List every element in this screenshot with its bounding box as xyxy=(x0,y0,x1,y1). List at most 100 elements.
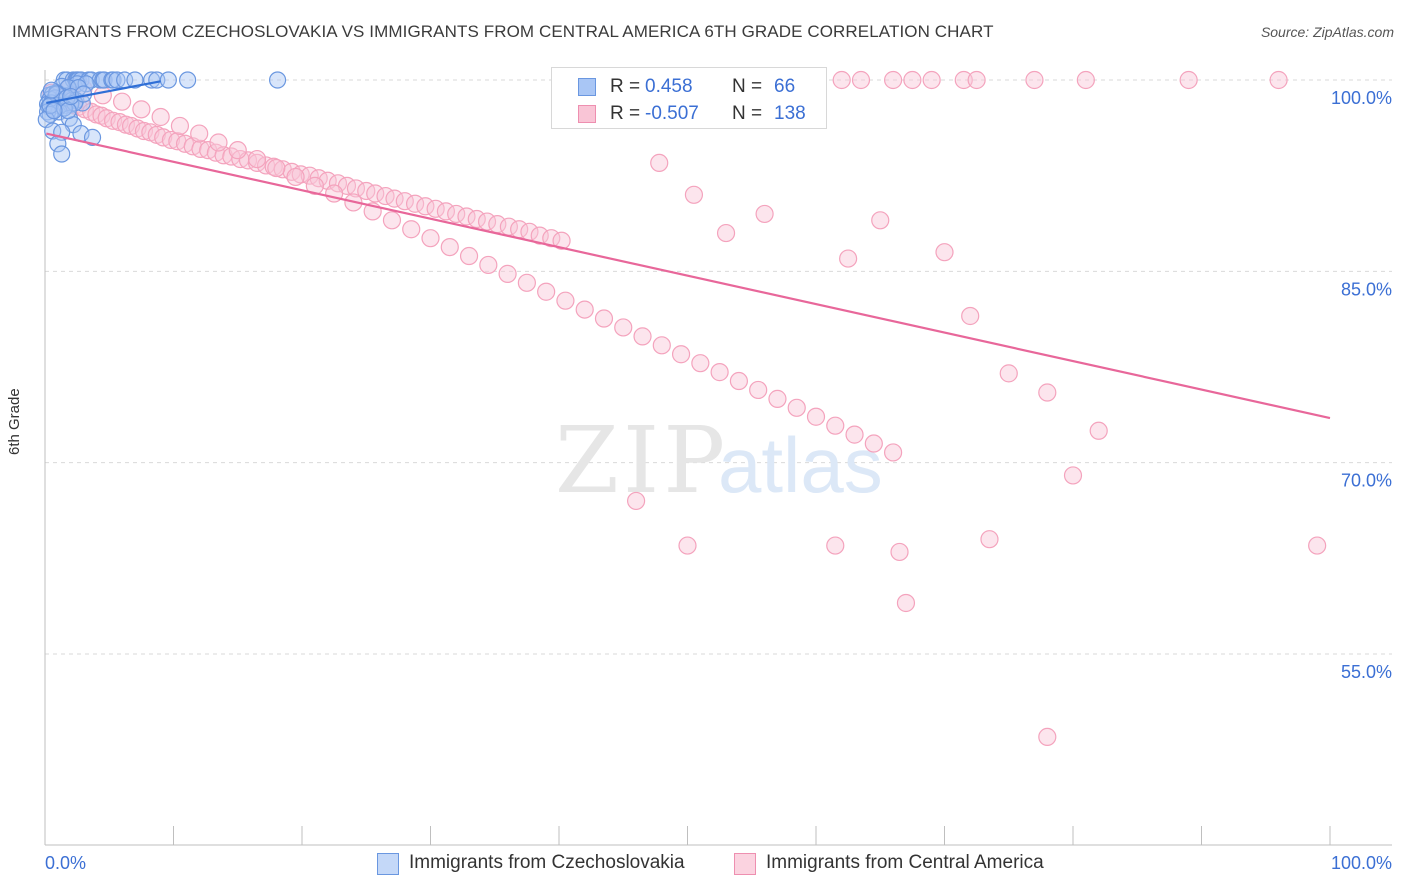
stats-legend: R = 0.458 N = 66 R = -0.507 N = 138 xyxy=(551,67,827,129)
data-point-central-america xyxy=(92,106,111,125)
data-point-central-america xyxy=(716,223,736,243)
data-point-central-america xyxy=(826,416,845,435)
data-point-czechoslovakia xyxy=(159,71,177,89)
data-point-central-america xyxy=(459,246,479,266)
data-point-central-america xyxy=(851,70,871,90)
data-point-central-america xyxy=(678,536,697,555)
legend-r-label: R = xyxy=(610,103,641,124)
data-point-central-america xyxy=(440,237,459,257)
data-point-central-america xyxy=(729,371,749,391)
data-point-central-america xyxy=(787,398,806,417)
data-point-central-america xyxy=(82,102,101,121)
data-point-central-america xyxy=(1269,70,1288,90)
legend-swatch-blue xyxy=(578,78,596,96)
data-point-czechoslovakia xyxy=(126,71,144,89)
data-point-central-america xyxy=(749,380,768,400)
x-tick-label-right: 100.0% xyxy=(1331,853,1392,873)
data-point-central-america xyxy=(161,130,181,150)
data-point-central-america xyxy=(1025,70,1044,90)
x-tick-label-left: 0.0% xyxy=(45,853,86,873)
data-point-central-america xyxy=(552,231,571,250)
legend-n-value: 66 xyxy=(774,76,796,97)
trend-line-czechoslovakia xyxy=(46,80,161,105)
data-point-central-america xyxy=(768,389,787,408)
data-point-central-america xyxy=(402,220,421,239)
watermark-atlas: atlas xyxy=(718,421,883,509)
data-point-central-america xyxy=(903,70,922,90)
data-point-central-america xyxy=(209,133,228,152)
legend-label-czechoslovakia: Immigrants from Czechoslovakia xyxy=(409,852,685,873)
data-point-central-america xyxy=(112,92,132,111)
data-point-central-america xyxy=(806,407,826,426)
data-point-central-america xyxy=(1179,70,1198,90)
data-point-central-america xyxy=(832,70,851,90)
data-point-central-america xyxy=(883,70,903,90)
data-point-central-america xyxy=(530,226,549,245)
legend-row-czechoslovakia: R = 0.458 N = 66 xyxy=(552,74,826,100)
tick-labels: 100.0% 85.0% 70.0% 55.0% 0.0% 100.0% xyxy=(45,88,1392,873)
data-point-central-america xyxy=(999,364,1018,383)
data-point-central-america xyxy=(190,124,209,143)
legend-r-value: -0.507 xyxy=(645,103,699,124)
legend-n-value: 138 xyxy=(774,103,806,124)
data-point-central-america xyxy=(191,139,210,158)
watermark: ZIP atlas xyxy=(555,407,883,514)
data-point-central-america xyxy=(479,255,498,275)
data-point-czechoslovakia xyxy=(45,102,63,120)
data-point-central-america xyxy=(755,204,774,224)
axes xyxy=(44,70,1392,846)
data-point-central-america xyxy=(980,530,999,549)
data-point-central-america xyxy=(922,70,941,90)
legend-swatch-blue xyxy=(377,853,399,875)
data-point-central-america xyxy=(710,363,729,382)
data-point-central-america xyxy=(1076,70,1095,90)
data-point-czechoslovakia xyxy=(179,71,197,89)
data-point-central-america xyxy=(864,434,883,453)
y-tick-label: 85.0% xyxy=(1341,279,1392,299)
data-point-central-america xyxy=(1063,466,1083,485)
data-point-central-america xyxy=(954,70,973,90)
data-point-central-america xyxy=(382,211,402,230)
data-point-central-america xyxy=(286,167,305,187)
data-point-central-america xyxy=(575,300,594,319)
data-point-central-america xyxy=(537,282,556,301)
data-point-central-america xyxy=(1038,383,1057,402)
data-point-central-america xyxy=(691,354,710,373)
data-point-central-america xyxy=(93,86,112,105)
legend-n-label: N = xyxy=(732,76,763,97)
data-point-central-america xyxy=(498,264,517,283)
data-point-central-america xyxy=(305,176,324,195)
trend-lines xyxy=(46,80,1331,420)
watermark-zip: ZIP xyxy=(555,407,729,514)
data-point-central-america xyxy=(652,336,671,355)
legend-label-central-america: Immigrants from Central America xyxy=(766,852,1044,873)
data-point-central-america xyxy=(671,345,691,364)
data-point-central-america xyxy=(883,443,903,462)
legend-r-value: 0.458 xyxy=(645,76,693,97)
y-tick-label: 100.0% xyxy=(1331,88,1392,108)
y-tick-label: 70.0% xyxy=(1341,471,1392,491)
data-point-central-america xyxy=(228,141,247,160)
data-point-central-america xyxy=(845,425,864,444)
y-tick-label: 55.0% xyxy=(1341,662,1392,682)
data-point-central-america xyxy=(890,542,909,562)
data-point-central-america xyxy=(132,100,151,119)
data-point-central-america xyxy=(1308,536,1327,555)
data-point-central-america xyxy=(633,327,652,346)
data-point-central-america xyxy=(650,153,669,173)
data-point-central-america xyxy=(626,491,646,511)
data-point-czechoslovakia xyxy=(77,75,95,93)
data-point-central-america xyxy=(967,70,986,90)
data-point-czechoslovakia xyxy=(268,71,287,89)
data-point-central-america xyxy=(594,309,614,328)
data-point-central-america xyxy=(421,229,440,248)
data-point-central-america xyxy=(170,116,190,136)
data-point-central-america xyxy=(151,107,170,127)
data-point-czechoslovakia xyxy=(42,81,61,99)
trend-line-central-america xyxy=(46,132,1331,420)
source-label: Source: ZipAtlas.com xyxy=(1260,24,1394,40)
legend-r-label: R = xyxy=(610,76,641,97)
data-point-central-america xyxy=(267,158,286,178)
data-point-central-america xyxy=(614,318,633,337)
